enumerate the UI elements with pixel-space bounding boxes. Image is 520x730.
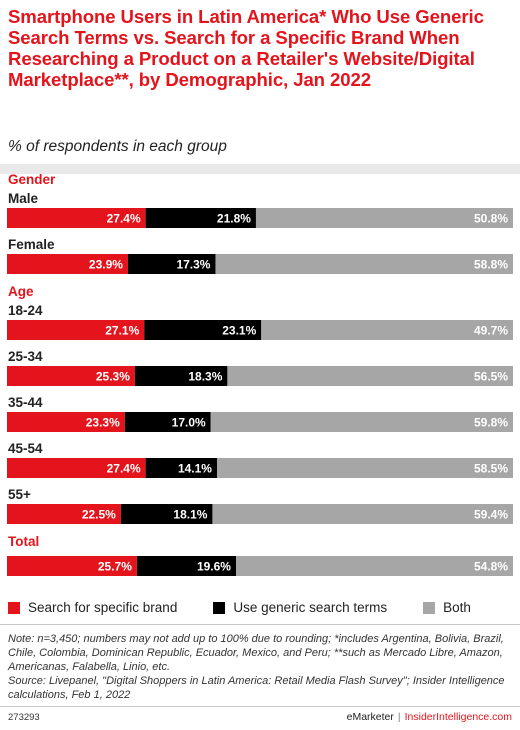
value-label-search-for-specific-brand-35-44: 23.3% [86, 416, 120, 430]
value-label-search-for-specific-brand-55: 22.5% [82, 508, 116, 522]
bar-use-generic-search-terms-18-24 [144, 320, 262, 340]
footer-divider [0, 706, 520, 707]
chart-legend: Search for specific brand Use generic se… [8, 600, 507, 615]
value-label-use-generic-search-terms-25-34: 18.3% [188, 370, 222, 384]
category-label-female: Female [8, 237, 55, 252]
brand-emarketer: eMarketer [346, 711, 394, 723]
bar-both-55 [212, 504, 513, 524]
legend-divider [0, 624, 520, 625]
value-label-both-55: 59.4% [474, 508, 508, 522]
bar-search-for-specific-brand-female [7, 254, 128, 274]
bar-search-for-specific-brand-45-54 [7, 458, 146, 478]
chart-id: 273293 [8, 712, 40, 723]
value-label-search-for-specific-brand-25-34: 25.3% [96, 370, 130, 384]
value-label-use-generic-search-terms-35-44: 17.0% [172, 416, 206, 430]
note-text: Note: n=3,450; numbers may not add up to… [8, 633, 504, 673]
legend-label-generic-terms: Use generic search terms [233, 600, 388, 615]
value-label-both-35-44: 59.8% [474, 416, 508, 430]
bar-both-total [235, 556, 514, 576]
bar-search-for-specific-brand-35-44 [7, 412, 125, 432]
legend-swatch-generic-terms [213, 601, 226, 614]
bar-search-for-specific-brand-18-24 [7, 320, 145, 340]
group-label-total: Total [8, 534, 39, 549]
chart-subtitle: % of respondents in each group [8, 138, 227, 155]
category-label-18-24: 18-24 [8, 303, 43, 318]
value-label-search-for-specific-brand-45-54: 27.4% [107, 462, 141, 476]
bar-use-generic-search-terms-35-44 [124, 412, 211, 432]
bar-both-18-24 [261, 320, 513, 340]
bar-use-generic-search-terms-male [145, 208, 256, 228]
legend-swatch-specific-brand [8, 601, 20, 614]
bar-both-female [215, 254, 513, 274]
legend-label-both: Both [443, 600, 471, 615]
category-label-male: Male [8, 191, 39, 206]
bar-both-male [255, 208, 513, 228]
value-label-both-25-34: 56.5% [474, 370, 508, 384]
value-label-search-for-specific-brand-total: 25.7% [98, 560, 132, 574]
bar-both-45-54 [216, 458, 514, 478]
bar-use-generic-search-terms-25-34 [134, 366, 228, 386]
legend-item-both: Both [423, 600, 471, 615]
value-label-use-generic-search-terms-45-54: 14.1% [178, 462, 212, 476]
footer-brand: eMarketer | InsiderIntelligence.com [347, 711, 512, 723]
group-label-gender: Gender [8, 172, 56, 187]
chart-title: Smartphone Users in Latin America* Who U… [8, 6, 484, 90]
bar-search-for-specific-brand-total [7, 556, 137, 576]
legend-item-specific-brand: Search for specific brand [8, 600, 177, 615]
category-label-25-34: 25-34 [8, 349, 43, 364]
category-label-35-44: 35-44 [8, 395, 43, 410]
value-label-search-for-specific-brand-18-24: 27.1% [105, 324, 139, 338]
value-label-use-generic-search-terms-55: 18.1% [173, 508, 207, 522]
value-label-both-total: 54.8% [474, 560, 508, 574]
value-label-both-male: 50.8% [474, 212, 508, 226]
legend-item-generic-terms: Use generic search terms [213, 600, 387, 615]
chart-notes: Note: n=3,450; numbers may not add up to… [8, 632, 513, 702]
value-label-use-generic-search-terms-male: 21.8% [217, 212, 251, 226]
value-label-both-18-24: 49.7% [474, 324, 508, 338]
bar-both-35-44 [210, 412, 513, 432]
bar-search-for-specific-brand-55 [7, 504, 121, 524]
value-label-both-45-54: 58.5% [474, 462, 508, 476]
bar-both-25-34 [227, 366, 513, 386]
value-label-search-for-specific-brand-female: 23.9% [89, 258, 123, 272]
value-label-both-female: 58.8% [474, 258, 508, 272]
value-label-use-generic-search-terms-18-24: 23.1% [222, 324, 256, 338]
legend-label-specific-brand: Search for specific brand [28, 600, 178, 615]
value-label-use-generic-search-terms-female: 17.3% [176, 258, 210, 272]
bar-use-generic-search-terms-female [127, 254, 216, 274]
bar-use-generic-search-terms-55 [120, 504, 213, 524]
group-label-age: Age [8, 284, 34, 299]
legend-swatch-both [423, 601, 436, 614]
bar-use-generic-search-terms-45-54 [145, 458, 217, 478]
plot-top-rule [0, 164, 520, 174]
bar-search-for-specific-brand-25-34 [7, 366, 135, 386]
bar-search-for-specific-brand-male [7, 208, 146, 228]
brand-insider-intelligence: InsiderIntelligence.com [404, 711, 512, 723]
brand-separator: | [397, 711, 401, 723]
source-text: Source: Livepanel, "Digital Shoppers in … [8, 675, 505, 701]
category-label-45-54: 45-54 [8, 441, 43, 456]
stacked-bar-chart: Gender Male 27.4% 21.8% 50.8% Female 23.9% 17.3… [7, 172, 514, 576]
value-label-use-generic-search-terms-total: 19.6% [197, 560, 231, 574]
bar-use-generic-search-terms-total [136, 556, 236, 576]
category-label-55: 55+ [8, 487, 31, 502]
value-label-search-for-specific-brand-male: 27.4% [107, 212, 141, 226]
